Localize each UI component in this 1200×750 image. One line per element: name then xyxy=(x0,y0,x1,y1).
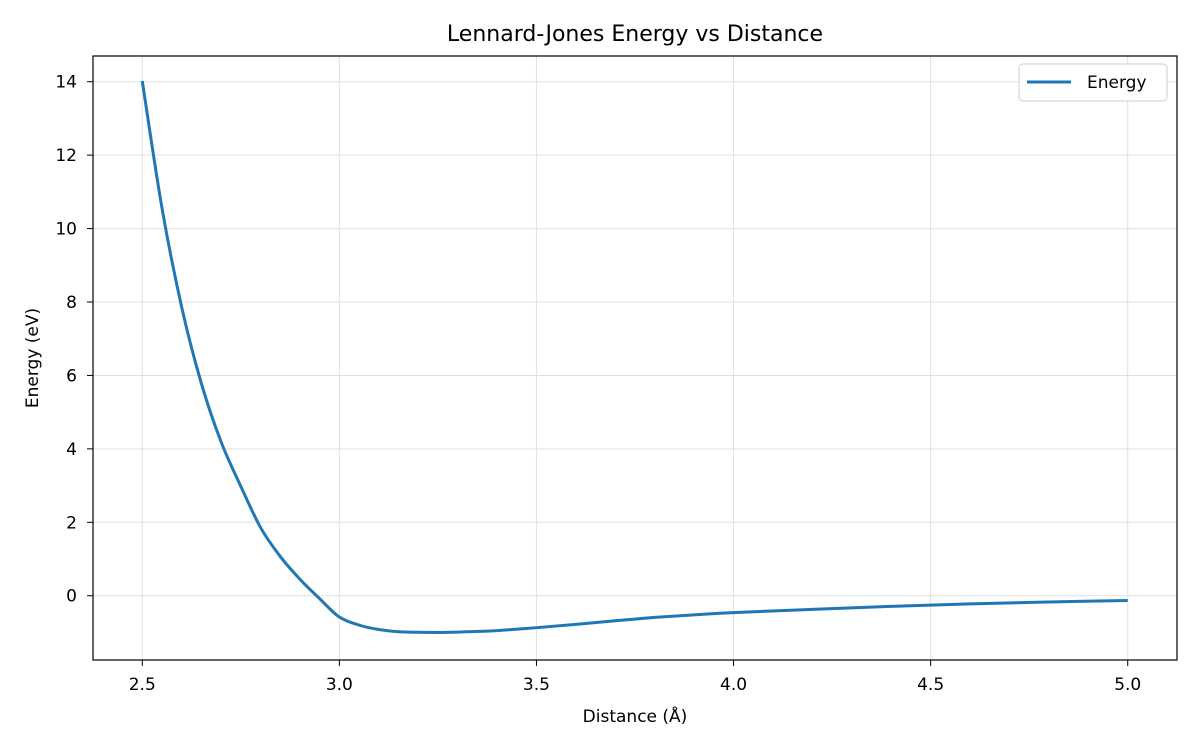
grid xyxy=(93,56,1177,660)
y-tick-label: 12 xyxy=(55,146,77,166)
series-line-energy xyxy=(140,80,1128,634)
plot-frame xyxy=(92,55,1178,661)
x-tick-label: 3.0 xyxy=(326,675,353,695)
y-tick-label: 6 xyxy=(66,366,77,386)
y-axis-label: Energy (eV) xyxy=(23,308,43,408)
x-axis-label: Distance (Å) xyxy=(583,705,688,727)
x-tick-label: 3.5 xyxy=(523,675,550,695)
x-tick-label: 5.0 xyxy=(1114,675,1141,695)
y-tick-label: 8 xyxy=(66,293,77,313)
legend: Energy xyxy=(1018,63,1168,102)
x-tick-label: 4.0 xyxy=(720,675,747,695)
x-tick-label: 2.5 xyxy=(129,675,156,695)
axis-ticks: 2.5 3.0 3.5 4.0 4.5 5.0 0 2 4 6 8 10 12 14 xyxy=(55,73,1141,695)
y-tick-label: 2 xyxy=(66,513,77,533)
chart-title: Lennard-Jones Energy vs Distance xyxy=(447,22,823,47)
y-tick-label: 14 xyxy=(55,73,77,93)
y-tick-label: 4 xyxy=(66,440,77,460)
y-tick-label: 10 xyxy=(55,220,77,240)
legend-label: Energy xyxy=(1087,73,1147,93)
legend-box xyxy=(1018,63,1168,102)
series-layer xyxy=(140,80,1128,634)
x-tick-label: 4.5 xyxy=(917,675,944,695)
y-tick-label: 0 xyxy=(66,587,77,607)
